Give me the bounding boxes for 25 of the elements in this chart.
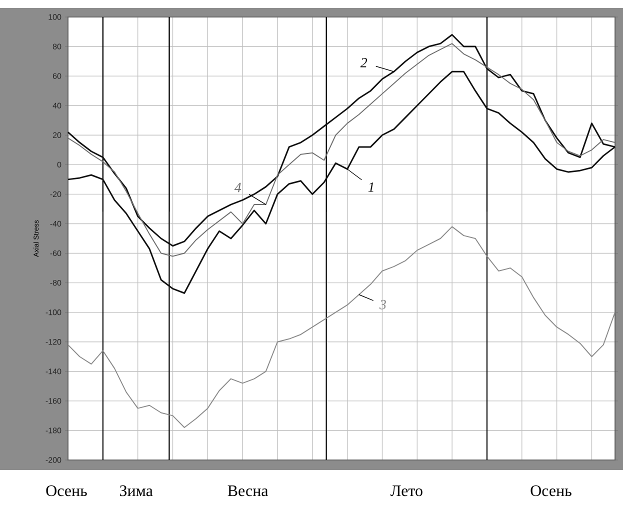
y-tick-label: 100 <box>48 14 62 20</box>
text: Зима <box>120 485 153 496</box>
y-tick-label: -120 <box>46 339 62 345</box>
series-label: 3 <box>379 300 386 310</box>
y-tick-label: -60 <box>50 250 62 256</box>
y-tick-label: -40 <box>50 220 62 227</box>
text: Осень <box>530 485 572 496</box>
y-tick-label: -80 <box>50 280 62 286</box>
y-tick-label: -160 <box>46 398 62 404</box>
text: Весна <box>228 486 268 496</box>
text: Осень <box>46 485 87 496</box>
series-label: 1 <box>368 182 374 192</box>
y-tick-label: 80 <box>52 44 62 50</box>
y-tick-label: 0 <box>57 162 62 168</box>
y-tick-label: -20 <box>50 191 62 198</box>
y-tick-label: 40 <box>52 102 62 108</box>
y-tick-label: -180 <box>46 428 62 434</box>
y-tick-label: -140 <box>46 368 62 374</box>
y-tick-label: -100 <box>46 310 62 316</box>
y-tick-label: -200 <box>46 457 62 463</box>
series-label: 2 <box>360 58 368 68</box>
y-tick-label: 20 <box>52 132 62 138</box>
y-tick-label: 60 <box>52 73 62 79</box>
series-label: 4 <box>234 182 242 192</box>
text: Лето <box>390 486 422 496</box>
